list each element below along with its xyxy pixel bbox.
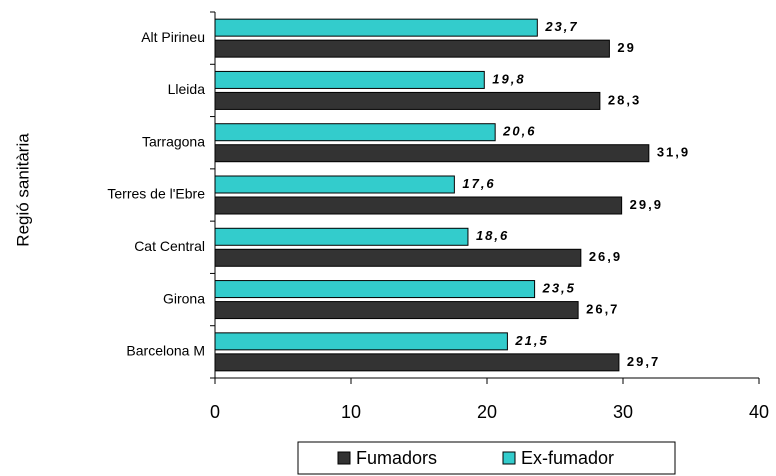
value-label: 21,5: [514, 333, 548, 348]
bar: [214, 353, 620, 372]
y-tick-label: Terres de l'Ebre: [107, 186, 205, 202]
bar: [214, 196, 623, 215]
legend-swatch: [502, 451, 516, 465]
y-tick-label: Cat Central: [134, 238, 205, 254]
y-tick-label: Girona: [163, 290, 205, 306]
value-label: 18,6: [476, 228, 509, 243]
value-label: 23,5: [542, 281, 576, 296]
bar: [214, 39, 610, 58]
value-label: 20,6: [502, 124, 536, 139]
bar: [214, 301, 579, 320]
bar: [214, 248, 582, 267]
x-tick-label: 30: [613, 402, 633, 422]
value-label: 26,9: [589, 249, 622, 264]
y-tick-label: Barcelona M: [126, 343, 205, 359]
bar: [214, 70, 485, 89]
legend: [297, 441, 676, 475]
legend-swatch: [337, 451, 351, 465]
legend-label: Fumadors: [356, 448, 437, 468]
value-label: 23,7: [544, 19, 578, 34]
y-axis-label: Regió sanitària: [13, 133, 32, 247]
value-label: 28,3: [608, 92, 641, 107]
value-label: 29,9: [630, 197, 663, 212]
bar: [214, 280, 536, 299]
x-tick-label: 40: [749, 402, 769, 422]
bar: [214, 123, 496, 142]
bar: [214, 144, 650, 163]
bar: [214, 91, 601, 110]
bar: [214, 332, 508, 351]
value-label: 29,7: [627, 354, 660, 369]
legend-label: Ex-fumador: [521, 448, 614, 468]
value-label: 17,6: [462, 176, 495, 191]
value-label: 31,9: [657, 145, 690, 160]
bar: [214, 227, 469, 246]
value-label: 29: [617, 40, 635, 55]
bar: [214, 175, 455, 194]
y-tick-label: Alt Pirineu: [141, 29, 205, 45]
x-tick-label: 10: [341, 402, 361, 422]
value-label: 26,7: [586, 302, 619, 317]
x-tick-label: 0: [210, 402, 220, 422]
y-tick-label: Lleida: [168, 81, 206, 97]
value-label: 19,8: [492, 71, 525, 86]
x-tick-label: 20: [477, 402, 497, 422]
bar: [214, 18, 538, 37]
y-tick-label: Tarragona: [142, 133, 205, 149]
